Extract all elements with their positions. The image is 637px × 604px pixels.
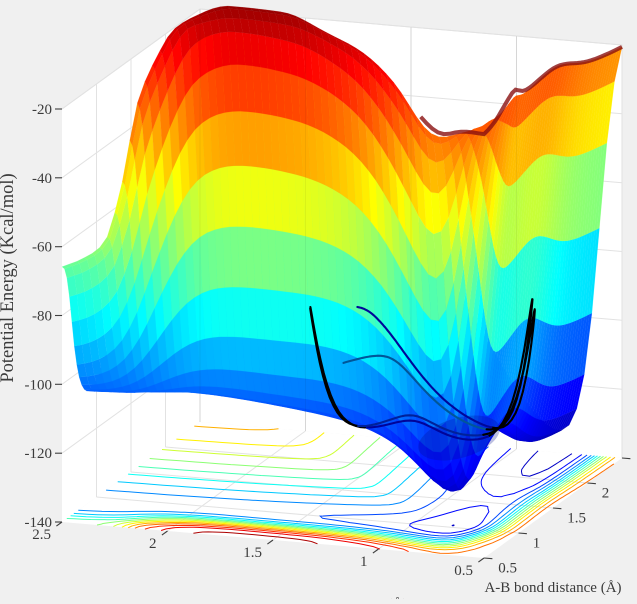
- svg-text:1: 1: [533, 536, 541, 552]
- svg-text:1.5: 1.5: [243, 545, 262, 561]
- svg-text:-140: -140: [25, 515, 53, 531]
- svg-text:2: 2: [149, 536, 157, 552]
- svg-text:1.5: 1.5: [567, 511, 586, 527]
- svg-text:A-B bond distance (Å): A-B bond distance (Å): [484, 580, 621, 596]
- svg-text:-60: -60: [32, 240, 52, 256]
- svg-text:2.5: 2.5: [32, 527, 51, 543]
- svg-text:2: 2: [602, 486, 610, 502]
- svg-text:Potential Energy (Kcal/mol): Potential Energy (Kcal/mol): [0, 173, 18, 382]
- svg-text:0.5: 0.5: [498, 561, 517, 577]
- svg-text:-80: -80: [32, 309, 52, 325]
- svg-text:-40: -40: [32, 171, 52, 187]
- svg-text:-100: -100: [25, 377, 53, 393]
- svg-text:-120: -120: [25, 446, 53, 462]
- svg-text:0.5: 0.5: [454, 563, 473, 579]
- svg-text:-20: -20: [32, 102, 52, 118]
- svg-text:1: 1: [360, 554, 368, 570]
